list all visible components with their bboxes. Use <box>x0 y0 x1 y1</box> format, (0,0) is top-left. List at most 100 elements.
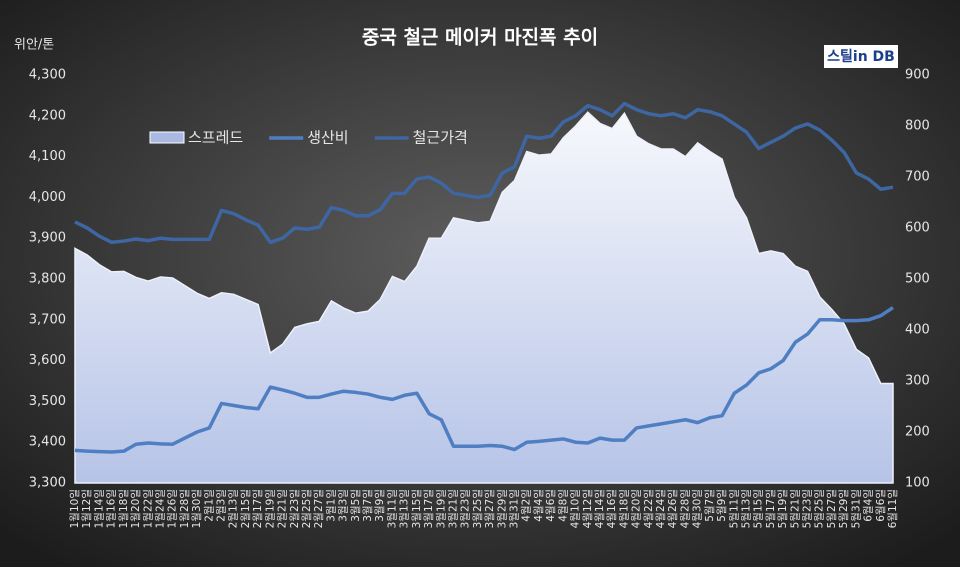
legend-swatch <box>149 131 185 144</box>
x-tick-label: 5월27일 <box>825 489 838 528</box>
y2-tick-label: 300 <box>905 374 930 389</box>
x-tick-label: 3월9일 <box>373 489 386 522</box>
source-text: 스틸in DB <box>827 49 895 65</box>
y-tick-label: 3,300 <box>29 476 66 491</box>
x-tick-label: 1월20일 <box>129 489 142 528</box>
x-tick-label: 3월31일 <box>508 489 521 528</box>
x-tick-label: 2월21일 <box>276 489 289 528</box>
y-tick-label: 4,200 <box>29 108 66 123</box>
y-tick-label: 3,500 <box>29 394 66 409</box>
x-tick-label: 3월19일 <box>434 489 447 528</box>
x-tick-label: 2월19일 <box>263 489 276 528</box>
x-tick-label: 6월4일 <box>862 489 875 522</box>
y-tick-label: 3,600 <box>29 353 66 368</box>
x-tick-label: 3월29일 <box>495 489 508 528</box>
y2-tick-label: 600 <box>905 221 930 236</box>
chart-title: 중국 철근 메이커 마진폭 추이 <box>362 27 598 49</box>
y2-tick-label: 800 <box>905 119 930 134</box>
x-tick-label: 6월11일 <box>886 489 899 528</box>
x-tick-label: 4월12일 <box>581 489 594 528</box>
x-tick-label: 4월20일 <box>630 489 643 528</box>
x-tick-label: 4월18일 <box>617 489 630 528</box>
y2-tick-label: 500 <box>905 272 930 287</box>
x-tick-label: 5월21일 <box>788 489 801 528</box>
x-tick-label: 2월3일 <box>215 489 228 522</box>
x-tick-label: 5월29일 <box>837 489 850 528</box>
x-tick-label: 1월24일 <box>153 489 166 528</box>
x-tick-label: 2월17일 <box>251 489 264 528</box>
x-tick-label: 3월11일 <box>385 489 398 528</box>
x-tick-label: 4월22일 <box>642 489 655 528</box>
x-tick-label: 3월13일 <box>398 489 411 528</box>
x-tick-label: 3월23일 <box>459 489 472 528</box>
x-tick-label: 4월28일 <box>678 489 691 528</box>
x-tick-label: 5월9일 <box>715 489 728 522</box>
x-tick-label: 1월10일 <box>68 489 81 528</box>
x-tick-label: 5월23일 <box>801 489 814 528</box>
x-tick-label: 4월8일 <box>556 489 569 522</box>
x-tick-label: 4월10일 <box>569 489 582 528</box>
x-tick-label: 5월11일 <box>727 489 740 528</box>
y-tick-label: 3,400 <box>29 435 66 450</box>
x-tick-label: 1월22일 <box>141 489 154 528</box>
x-tick-label: 5월15일 <box>752 489 765 528</box>
y2-tick-label: 400 <box>905 323 930 338</box>
legend: 스프레드 생산비 철근가격 <box>149 129 468 147</box>
line <box>74 306 894 454</box>
legend-label: 생산비 <box>307 129 348 147</box>
x-tick-label: 1월16일 <box>105 489 118 528</box>
legend-label: 스프레드 <box>188 129 243 147</box>
source-badge <box>824 45 898 68</box>
x-tick-label: 5월13일 <box>739 489 752 528</box>
x-tick-label: 4월30일 <box>691 489 704 528</box>
x-tick-label: 5월7일 <box>703 489 716 522</box>
x-tick-label: 3월21일 <box>446 489 459 528</box>
x-tick-label: 2월25일 <box>300 489 313 528</box>
x-tick-label: 5월25일 <box>813 489 826 528</box>
x-tick-label: 2월27일 <box>312 489 325 528</box>
x-tick-label: 2월1일 <box>202 489 215 522</box>
x-tick-label: 3월3일 <box>337 489 350 522</box>
y2-tick-label: 100 <box>905 476 930 491</box>
x-tick-label: 3월17일 <box>422 489 435 528</box>
y-tick-label: 4,000 <box>29 190 66 205</box>
x-tick-label: 5월19일 <box>776 489 789 528</box>
x-tick-label: 4월14일 <box>593 489 606 528</box>
x-tick-label: 3월1일 <box>324 489 337 522</box>
x-tick-label: 2월23일 <box>288 489 301 528</box>
y2-tick-label: 900 <box>905 68 930 83</box>
x-tick-label: 1월26일 <box>166 489 179 528</box>
x-tick-label: 2월15일 <box>239 489 252 528</box>
x-tick-label: 3월7일 <box>361 489 374 522</box>
x-tick-label: 3월27일 <box>483 489 496 528</box>
x-tick-label: 4월2일 <box>520 489 533 522</box>
y-tick-label: 4,100 <box>29 149 66 164</box>
x-tick-label: 1월30일 <box>190 489 203 528</box>
y-axis-label: 위안/톤 <box>14 38 54 53</box>
y2-tick-label: 200 <box>905 425 930 440</box>
y-tick-label: 3,900 <box>29 231 66 246</box>
x-tick-label: 4월4일 <box>532 489 545 522</box>
x-tick-label: 3월25일 <box>471 489 484 528</box>
x-tick-label: 4월16일 <box>605 489 618 528</box>
y2-tick-label: 700 <box>905 170 930 185</box>
line <box>74 101 894 245</box>
x-tick-label: 1월14일 <box>92 489 105 528</box>
legend-label: 철근가격 <box>413 129 468 147</box>
x-tick-label: 4월26일 <box>666 489 679 528</box>
x-tick-label: 5월31일 <box>849 489 862 528</box>
y-tick-label: 3,800 <box>29 272 66 287</box>
x-tick-label: 3월15일 <box>410 489 423 528</box>
x-tick-label: 4월24일 <box>654 489 667 528</box>
x-tick-label: 5월17일 <box>764 489 777 528</box>
x-tick-label: 3월5일 <box>349 489 362 522</box>
y-tick-label: 3,700 <box>29 312 66 327</box>
y-tick-label: 4,300 <box>29 68 66 83</box>
x-tick-label: 6월6일 <box>874 489 887 522</box>
x-tick-label: 4월6일 <box>544 489 557 522</box>
x-tick-label: 1월28일 <box>178 489 191 528</box>
x-tick-label: 1월18일 <box>117 489 130 528</box>
x-tick-label: 2월13일 <box>227 489 240 528</box>
